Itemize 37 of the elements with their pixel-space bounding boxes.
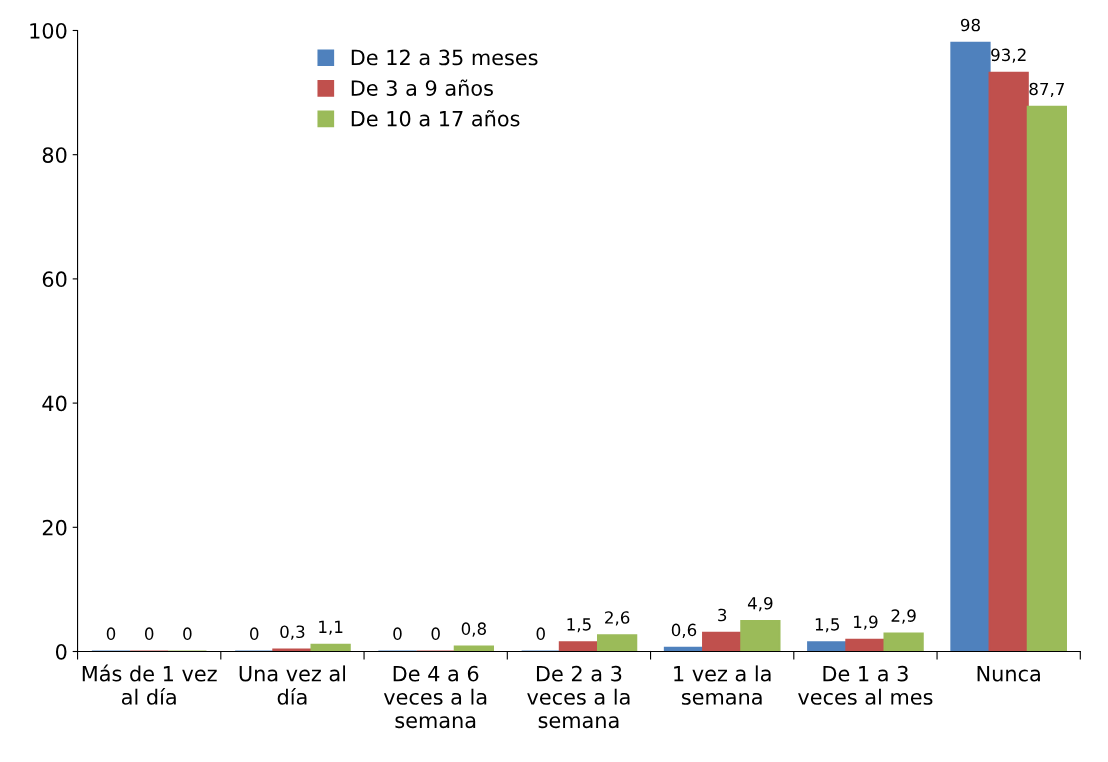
x-tick-label: Más de 1 vez al día (82, 664, 217, 705)
data-label: 1,9 (854, 615, 878, 630)
data-label: 2,9 (891, 609, 916, 624)
y-tick-label: 40 (42, 395, 67, 412)
y-tick-label: 20 (42, 519, 67, 536)
legend-label: De 12 a 35 meses (351, 49, 538, 66)
data-label: 2,6 (605, 611, 630, 626)
x-tick-label: Una vez al día (239, 665, 346, 705)
legend-label: De 10 a 17 años (351, 110, 520, 127)
x-tick-label: De 1 a 3 veces al mes (798, 665, 933, 705)
x-tick-label: De 2 a 3 veces a la semana (527, 665, 630, 729)
x-tick-label: Nunca (977, 666, 1040, 682)
data-label: 0,6 (671, 623, 697, 638)
data-label: 0 (144, 627, 154, 640)
data-label: 0 (250, 627, 259, 640)
x-tick-label: 1 vez a la semana (674, 665, 771, 705)
y-tick-label: 60 (42, 271, 67, 288)
data-label: 0 (106, 627, 116, 640)
x-tick-label: De 4 a 6 veces a la semana (383, 665, 487, 729)
data-label: 4,9 (747, 596, 773, 612)
data-label: 98 (960, 18, 980, 32)
data-label: 1,1 (319, 620, 343, 635)
data-label: 1,5 (815, 618, 840, 633)
y-tick-label: 100 (30, 22, 67, 39)
data-label: 0 (536, 627, 545, 640)
data-label: 0 (393, 627, 402, 640)
data-label: 93,2 (991, 48, 1026, 63)
legend-label: De 3 a 9 años (351, 79, 493, 96)
data-label: 87,7 (1029, 82, 1065, 97)
data-label: 0,8 (461, 622, 486, 637)
data-label: 0 (183, 627, 192, 640)
y-tick-label: 0 (55, 643, 67, 660)
data-label: 0,3 (280, 625, 305, 640)
data-label: 1,5 (567, 618, 591, 633)
data-label: 0 (431, 627, 440, 640)
data-label: 3 (718, 608, 727, 622)
y-tick-label: 80 (42, 147, 67, 163)
